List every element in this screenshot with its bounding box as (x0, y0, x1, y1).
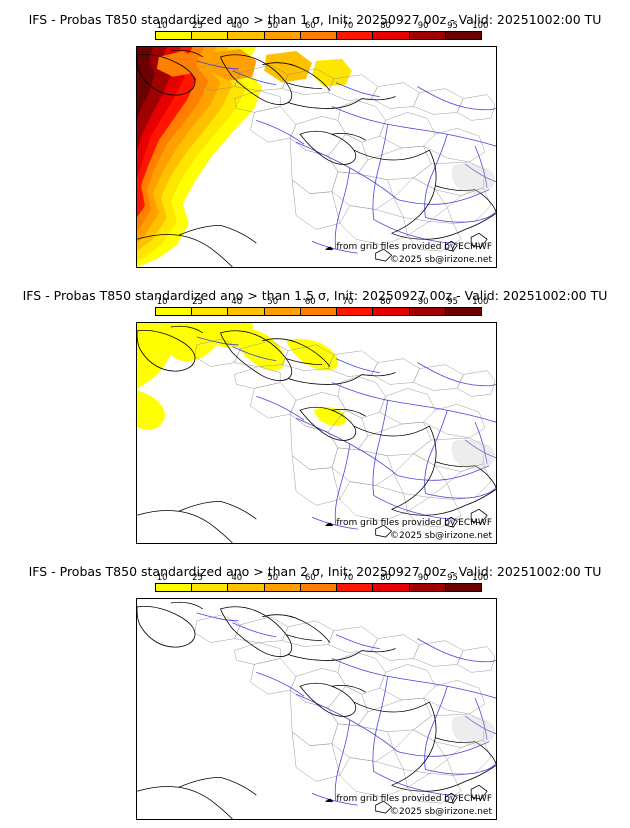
colorbar-tick: 40 (231, 21, 243, 31)
colorbar-band (409, 32, 446, 39)
data-credit: ☁ from grib files provided by ECMWF (324, 518, 492, 529)
rivers (196, 336, 496, 530)
colorbar: 10 25 40 50 60 70 80 90 95 100 (155, 573, 489, 592)
coastlines (137, 601, 496, 819)
colorbar-ticks: 10 25 40 50 60 70 80 90 95 100 (155, 573, 489, 583)
coastlines (137, 325, 496, 543)
map-1p5-sigma[interactable]: ☁ from grib files provided by ECMWF ©2025… (136, 322, 497, 544)
panel-title: IFS - Probas T850 standardized ano > tha… (28, 12, 602, 27)
colorbar-band (445, 32, 481, 39)
rivers (196, 60, 496, 254)
colorbar-band (300, 32, 338, 39)
colorbar-band (300, 308, 338, 315)
alpine-relief (451, 715, 495, 746)
colorbar-band (228, 584, 265, 591)
colorbar-ticks: 10 25 40 50 60 70 80 90 95 100 (155, 21, 489, 31)
colorbar-tick: 40 (231, 573, 243, 583)
colorbar-band (445, 308, 481, 315)
colorbar-band (264, 32, 301, 39)
colorbar-tick: 95 (447, 297, 458, 307)
colorbar-tick: 70 (342, 21, 354, 31)
colorbar: 10 25 40 50 60 70 80 90 95 100 (155, 21, 489, 40)
colorbar-tick: 70 (342, 297, 354, 307)
copyright-notice: ©2025 sb@irizone.net (390, 255, 492, 265)
copyright-notice: ©2025 sb@irizone.net (390, 531, 492, 541)
alpine-relief (451, 439, 495, 470)
colorbar-band (192, 308, 229, 315)
map-1-sigma[interactable]: ☁ from grib files provided by ECMWF ©2025… (136, 46, 497, 268)
department-boundaries (194, 614, 496, 804)
colorbar-band (445, 584, 481, 591)
colorbar-tick: 50 (267, 21, 279, 31)
colorbar-tick: 95 (447, 573, 458, 583)
colorbar-band (300, 584, 338, 591)
colorbar-gradient (155, 31, 482, 40)
colorbar-tick: 10 (156, 297, 168, 307)
colorbar-band (264, 308, 301, 315)
colorbar-tick: 70 (342, 573, 354, 583)
colorbar-ticks: 10 25 40 50 60 70 80 90 95 100 (155, 297, 489, 307)
copyright-notice: ©2025 sb@irizone.net (390, 807, 492, 817)
colorbar-gradient (155, 307, 482, 316)
map-2-sigma[interactable]: ☁ from grib files provided by ECMWF ©2025… (136, 598, 497, 820)
colorbar-band (337, 584, 374, 591)
panel-title: IFS - Probas T850 standardized ano > tha… (22, 288, 608, 303)
colorbar-tick: 80 (380, 573, 391, 583)
colorbar-band (192, 584, 229, 591)
colorbar-tick: 100 (472, 573, 489, 583)
colorbar-tick: 50 (267, 573, 279, 583)
colorbar-band (192, 32, 229, 39)
colorbar-tick: 60 (304, 297, 316, 307)
colorbar-tick: 25 (192, 573, 203, 583)
colorbar-band (228, 32, 265, 39)
colorbar-band (228, 308, 265, 315)
colorbar-tick: 60 (304, 573, 316, 583)
colorbar-band (373, 32, 410, 39)
panel-1-sigma: IFS - Probas T850 standardized ano > tha… (0, 0, 630, 276)
colorbar-tick: 10 (156, 573, 168, 583)
colorbar: 10 25 40 50 60 70 80 90 95 100 (155, 297, 489, 316)
colorbar-band (373, 308, 410, 315)
colorbar-band (373, 584, 410, 591)
colorbar-gradient (155, 583, 482, 592)
probability-field (137, 47, 352, 267)
cloud-icon: ☁ (324, 243, 334, 253)
coastlines (137, 49, 496, 267)
colorbar-tick: 100 (472, 21, 489, 31)
colorbar-band (337, 308, 374, 315)
colorbar-band (156, 32, 193, 39)
colorbar-tick: 40 (231, 297, 243, 307)
colorbar-tick: 50 (267, 297, 279, 307)
colorbar-band (156, 584, 193, 591)
department-boundaries (194, 62, 496, 252)
cloud-icon: ☁ (324, 519, 334, 529)
colorbar-tick: 25 (192, 21, 203, 31)
colorbar-band (156, 308, 193, 315)
colorbar-tick: 25 (192, 297, 203, 307)
cloud-icon: ☁ (324, 795, 334, 805)
colorbar-tick: 10 (156, 21, 168, 31)
alpine-relief (451, 163, 495, 194)
colorbar-tick: 95 (447, 21, 458, 31)
colorbar-tick: 60 (304, 21, 316, 31)
panel-title: IFS - Probas T850 standardized ano > tha… (28, 564, 602, 579)
data-credit: ☁ from grib files provided by ECMWF (324, 794, 492, 805)
colorbar-tick: 90 (417, 297, 429, 307)
colorbar-tick: 100 (472, 297, 489, 307)
colorbar-band (337, 32, 374, 39)
colorbar-band (409, 584, 446, 591)
data-credit: ☁ from grib files provided by ECMWF (324, 242, 492, 253)
rivers (196, 612, 496, 806)
colorbar-tick: 80 (380, 297, 391, 307)
panel-2-sigma: IFS - Probas T850 standardized ano > tha… (0, 552, 630, 828)
colorbar-tick: 80 (380, 21, 391, 31)
colorbar-band (264, 584, 301, 591)
colorbar-band (409, 308, 446, 315)
panel-1p5-sigma: IFS - Probas T850 standardized ano > tha… (0, 276, 630, 552)
department-boundaries (194, 338, 496, 528)
colorbar-tick: 90 (417, 21, 429, 31)
colorbar-tick: 90 (417, 573, 429, 583)
probability-field (137, 323, 346, 431)
